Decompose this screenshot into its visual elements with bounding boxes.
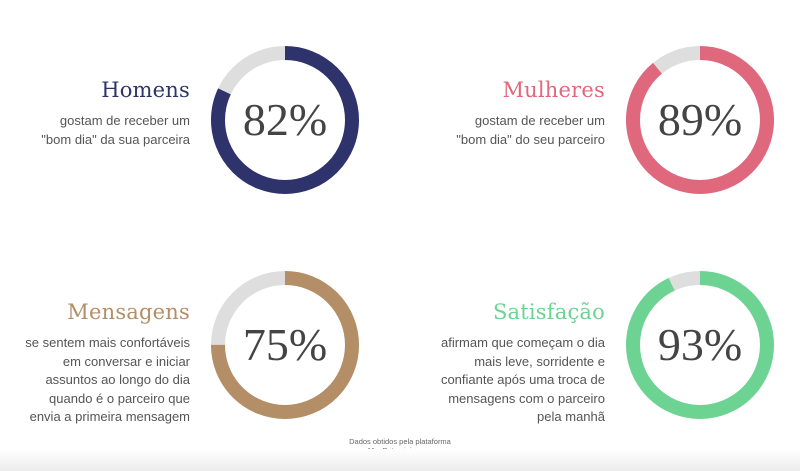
donut-value-arc [211, 271, 359, 419]
stat-title: Mulheres [502, 78, 605, 102]
stat-text-3: Satisfação afirmam que começam o dia mais … [405, 300, 605, 427]
description-line: afirmam que começam o dia [440, 335, 605, 350]
stat-text-0: Homens gostam de receber um "bom dia" da s… [0, 78, 190, 149]
description-line: mensagens com o parceiro [448, 390, 605, 406]
stat-description: gostam de receber um "bom dia" do seu par… [405, 112, 605, 149]
description-line: envia a primeira mensagem [29, 409, 190, 424]
percentage-label: 89% [657, 94, 743, 145]
description-line: confiante após uma troca de [440, 372, 605, 387]
stat-title: Satisfação [492, 300, 605, 324]
description-line: "bom dia" do seu parceiro [456, 131, 605, 147]
percentage-label: 82% [242, 94, 328, 145]
stat-description: afirmam que começam o dia mais leve, sorr… [405, 334, 605, 427]
description-line: mais leve, sorridente e [474, 353, 605, 369]
description-line: em conversar e iniciar [62, 353, 190, 369]
percentage-label: 93% [657, 319, 743, 370]
donut-chart-2: 75% [210, 270, 360, 420]
description-line: se sentem mais confortáveis [25, 335, 190, 350]
donut-chart-1: 89% [625, 45, 775, 195]
description-line: gostam de receber um [59, 113, 190, 128]
stat-text-2: Mensagens se sentem mais confortáveis em c… [0, 300, 190, 427]
bottom-fade [0, 449, 800, 471]
donut-chart-0: 82% [210, 45, 360, 195]
footer-line-1: Dados obtidos pela plataforma [349, 437, 451, 446]
description-line: quando é o parceiro que [49, 390, 190, 406]
stat-title: Mensagens [67, 300, 190, 324]
donut-value-arc [626, 271, 774, 419]
stat-description: se sentem mais confortáveis em conversar … [0, 334, 190, 427]
description-line: assuntos ao longo do dia [45, 372, 190, 387]
description-line: gostam de receber um [474, 113, 605, 128]
donut-value-arc [211, 46, 359, 194]
stat-title: Homens [101, 78, 190, 102]
percentage-label: 75% [242, 319, 328, 370]
donut-value-arc [626, 46, 774, 194]
stat-text-1: Mulheres gostam de receber um "bom dia" do… [405, 78, 605, 149]
donut-chart-3: 93% [625, 270, 775, 420]
stat-description: gostam de receber um "bom dia" da sua par… [0, 112, 190, 149]
description-line: pela manhã [537, 409, 605, 424]
description-line: "bom dia" da sua parceira [41, 131, 190, 147]
